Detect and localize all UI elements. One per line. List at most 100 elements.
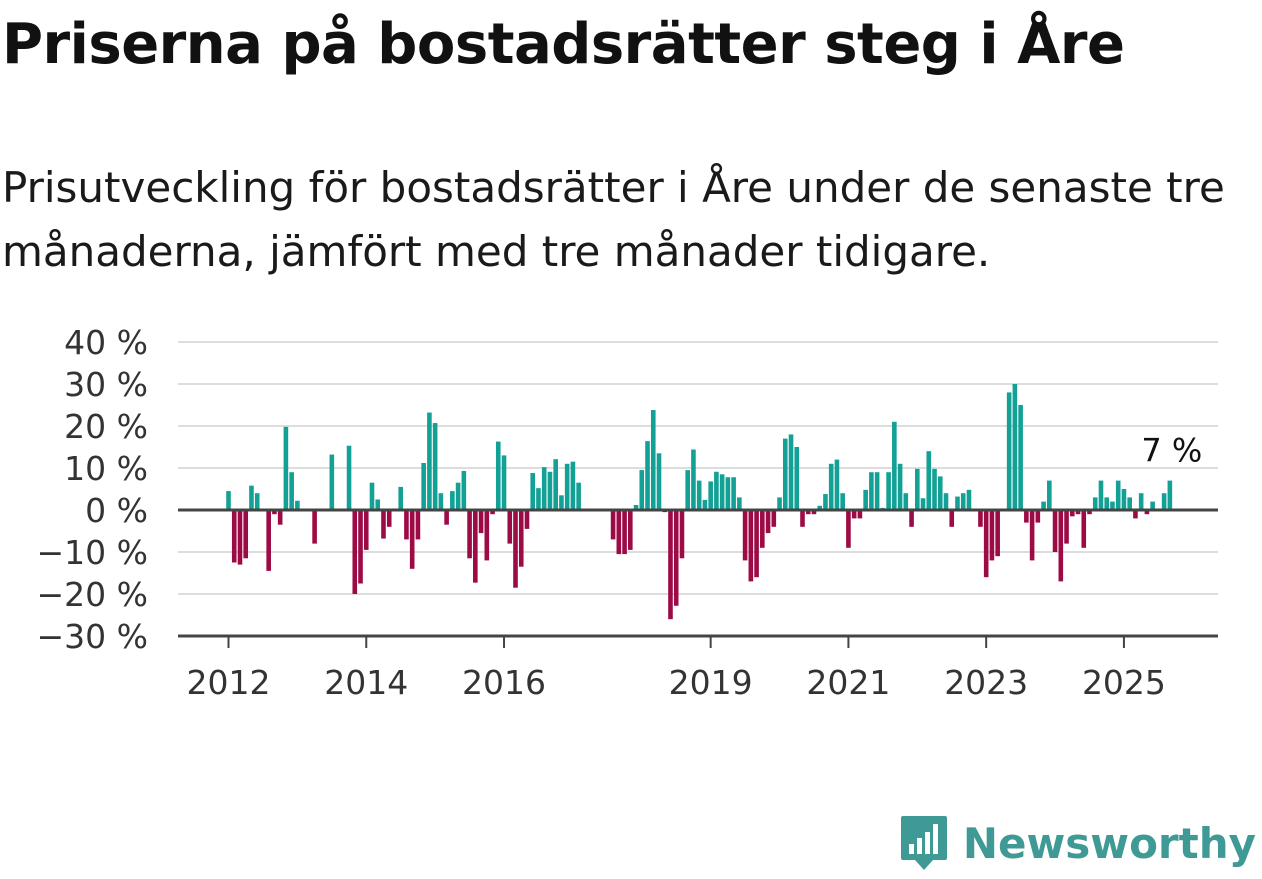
bar-negative: [237, 510, 243, 565]
bar-positive: [570, 461, 576, 510]
bar-negative: [312, 510, 317, 544]
bar-positive: [714, 471, 719, 510]
bar-negative: [800, 510, 805, 527]
y-tick-label: 10 %: [64, 449, 148, 488]
bar-positive: [398, 486, 403, 510]
bar-negative: [748, 510, 754, 582]
chart-title: Priserna på bostadsrätter steg i Åre: [2, 12, 1125, 77]
bar-positive: [1098, 480, 1104, 510]
bar-negative: [358, 510, 363, 584]
bar-negative: [352, 510, 358, 594]
bar-negative: [754, 510, 759, 578]
bar-positive: [702, 499, 708, 510]
bar-negative: [507, 510, 513, 544]
bar-negative: [478, 510, 484, 534]
bar-positive: [897, 463, 903, 510]
bar-negative: [1064, 510, 1069, 544]
bar-positive: [874, 472, 880, 510]
bar-positive: [564, 463, 570, 510]
bar-negative: [277, 510, 283, 525]
bar-positive: [823, 494, 828, 510]
bar-positive: [576, 482, 581, 510]
bar-negative: [1133, 510, 1138, 519]
bar-positive: [656, 453, 662, 510]
bar-positive: [421, 462, 426, 510]
bar-positive: [432, 423, 438, 510]
bar-positive: [249, 485, 254, 510]
x-tick-label: 2021: [806, 663, 890, 702]
bar-positive: [553, 459, 558, 510]
bar-negative: [949, 510, 955, 527]
bar-negative: [473, 510, 478, 583]
bar-positive: [633, 504, 639, 510]
bar-positive: [329, 454, 335, 510]
bar-negative: [272, 510, 277, 515]
bar-negative: [1144, 510, 1150, 515]
y-tick-label: 20 %: [64, 407, 148, 446]
bar-positive: [932, 468, 937, 510]
bar-positive: [834, 459, 840, 510]
bar-positive: [966, 489, 972, 510]
bar-positive: [788, 434, 794, 510]
bar-negative: [1024, 510, 1029, 523]
bar-positive: [840, 493, 845, 510]
bar-positive: [295, 500, 300, 510]
y-tick-label: 0 %: [85, 491, 148, 530]
axes: [178, 508, 1218, 648]
bar-positive: [461, 470, 467, 510]
bar-positive: [1110, 501, 1115, 510]
y-tick-label: 40 %: [64, 323, 148, 362]
bar-positive: [696, 480, 702, 510]
bar-negative: [484, 510, 490, 561]
bar-positive: [1006, 392, 1012, 510]
bar-positive: [828, 463, 834, 510]
bar-positive: [926, 451, 932, 510]
bar-positive: [369, 482, 375, 510]
bar-negative: [771, 510, 777, 527]
bar-negative: [909, 510, 914, 527]
bar-positive: [530, 473, 536, 510]
bar-positive: [547, 471, 553, 510]
bar-positive: [289, 472, 294, 510]
bar-positive: [1161, 493, 1167, 510]
bar-positive: [536, 488, 541, 510]
bar-negative: [1081, 510, 1087, 548]
bar-positive: [559, 495, 564, 510]
bar-negative: [857, 510, 863, 519]
bar-negative: [1052, 510, 1058, 552]
bar-positive: [254, 493, 260, 510]
bar-positive: [226, 491, 231, 510]
bar-negative: [983, 510, 989, 578]
bar-negative: [266, 510, 271, 571]
bar-positive: [1018, 405, 1023, 510]
bar-positive: [645, 441, 650, 510]
bar-positive: [892, 421, 897, 510]
bar-positive: [1041, 501, 1046, 510]
bar-positive: [869, 472, 874, 510]
bar-positive: [1121, 489, 1127, 510]
bar-positive: [1167, 480, 1173, 510]
bar-positive: [782, 438, 788, 510]
bar-positive: [650, 410, 656, 510]
bar-negative: [363, 510, 369, 550]
bar-negative: [409, 510, 415, 569]
bar-positive: [283, 426, 289, 510]
newsworthy-logo: Newsworthy: [899, 813, 1256, 873]
bar-positive: [915, 468, 920, 510]
bar-positive: [863, 489, 868, 510]
bar-positive: [960, 493, 966, 510]
bar-negative: [415, 510, 421, 540]
bar-negative: [989, 510, 995, 561]
bar-negative: [622, 510, 627, 555]
latest-value-label: 7 %: [1141, 432, 1202, 470]
bar-chart: 40 %30 %20 %10 %0 %−10 %−20 %−30 % 2012 2…: [37, 323, 1218, 702]
bar-negative: [742, 510, 748, 561]
bars: [226, 384, 1173, 620]
bar-positive: [501, 455, 507, 510]
x-tick-label: 2012: [187, 663, 271, 702]
bar-negative: [404, 510, 409, 540]
bar-positive: [886, 472, 891, 510]
bar-positive: [794, 447, 800, 510]
bar-negative: [1069, 510, 1075, 517]
bar-positive: [920, 498, 926, 510]
